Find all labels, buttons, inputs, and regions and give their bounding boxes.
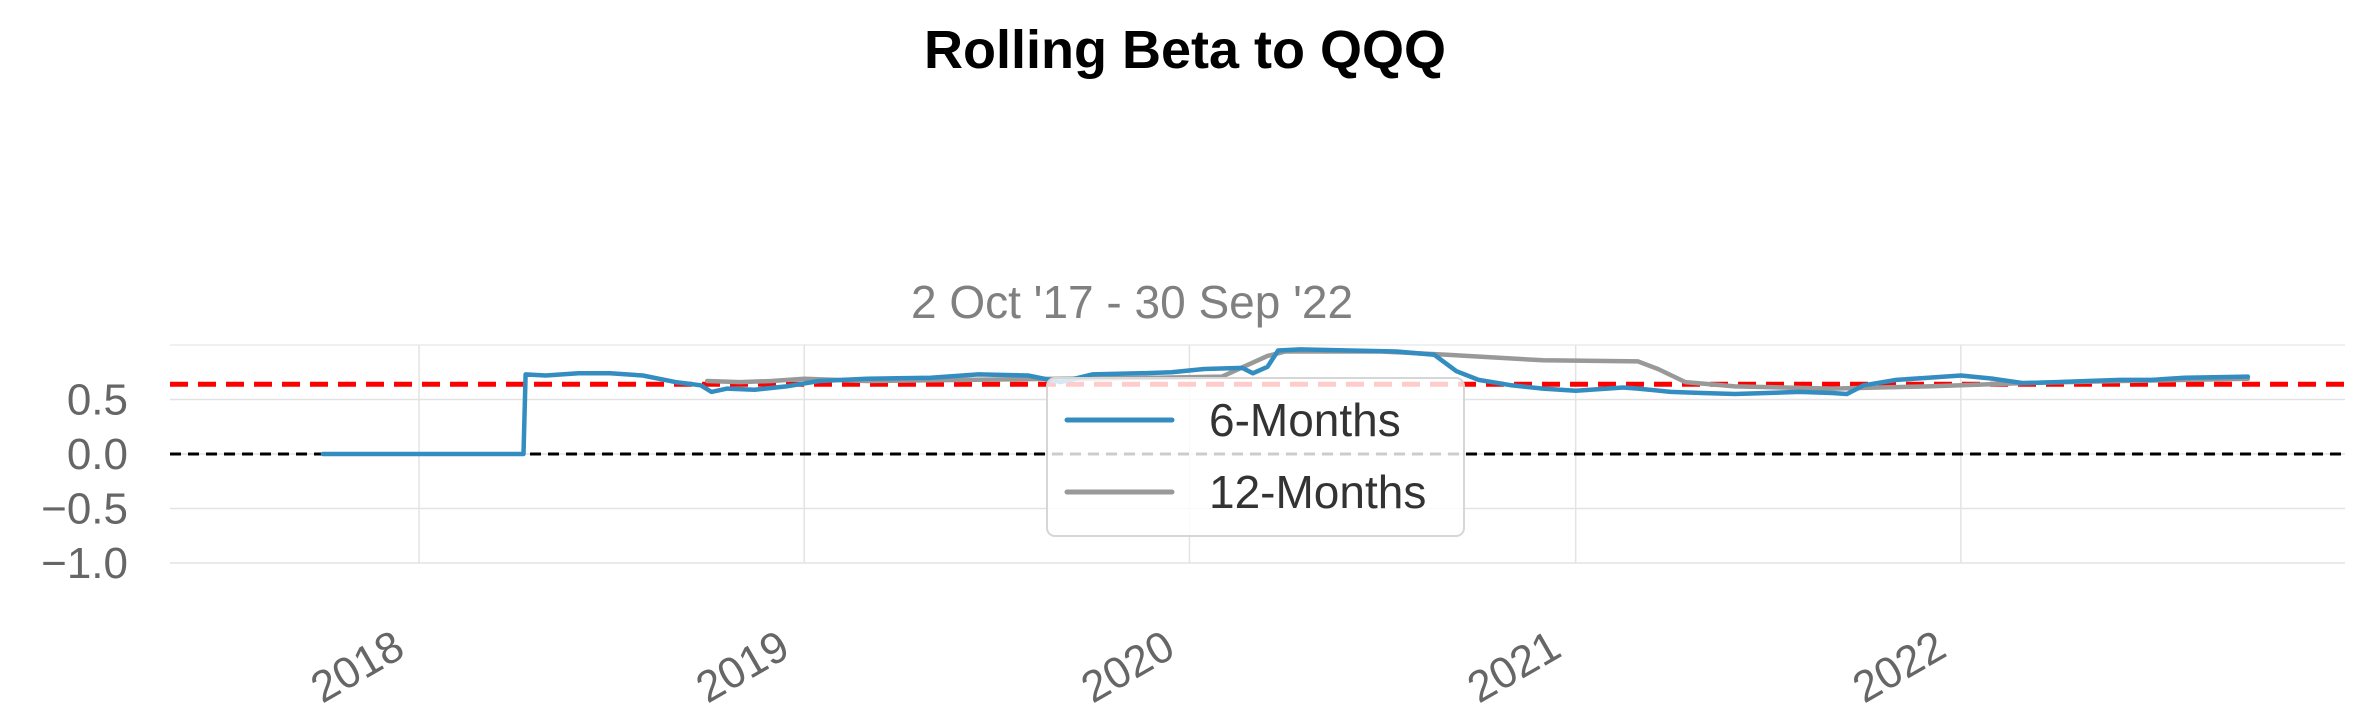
chart-title: Rolling Beta to QQQ [924,20,1446,80]
x-tick-label: 2022 [1845,621,1954,712]
x-tick-label: 2020 [1073,621,1182,712]
legend: 6-Months 12-Months [1046,377,1465,537]
x-tick-label: 2018 [303,621,412,712]
legend-label: 6-Months [1209,394,1401,446]
series-line-6-months [320,347,2251,457]
y-tick-label: −0.5 [41,485,128,534]
chart-subtitle: 2 Oct '17 - 30 Sep '22 [911,276,1353,328]
y-tick-label: −1.0 [41,539,128,588]
series-lines [320,347,2251,457]
y-tick-label: 0.5 [67,376,128,425]
legend-label: 12-Months [1209,466,1426,518]
x-tick-label: 2021 [1459,621,1568,712]
y-axis-ticks: −1.0 −0.5 0.0 0.5 [41,376,128,589]
y-tick-label: 0.0 [67,430,128,479]
x-tick-label: 2019 [688,621,797,712]
x-axis-ticks: 2018 2019 2020 2021 2022 [303,621,1954,712]
